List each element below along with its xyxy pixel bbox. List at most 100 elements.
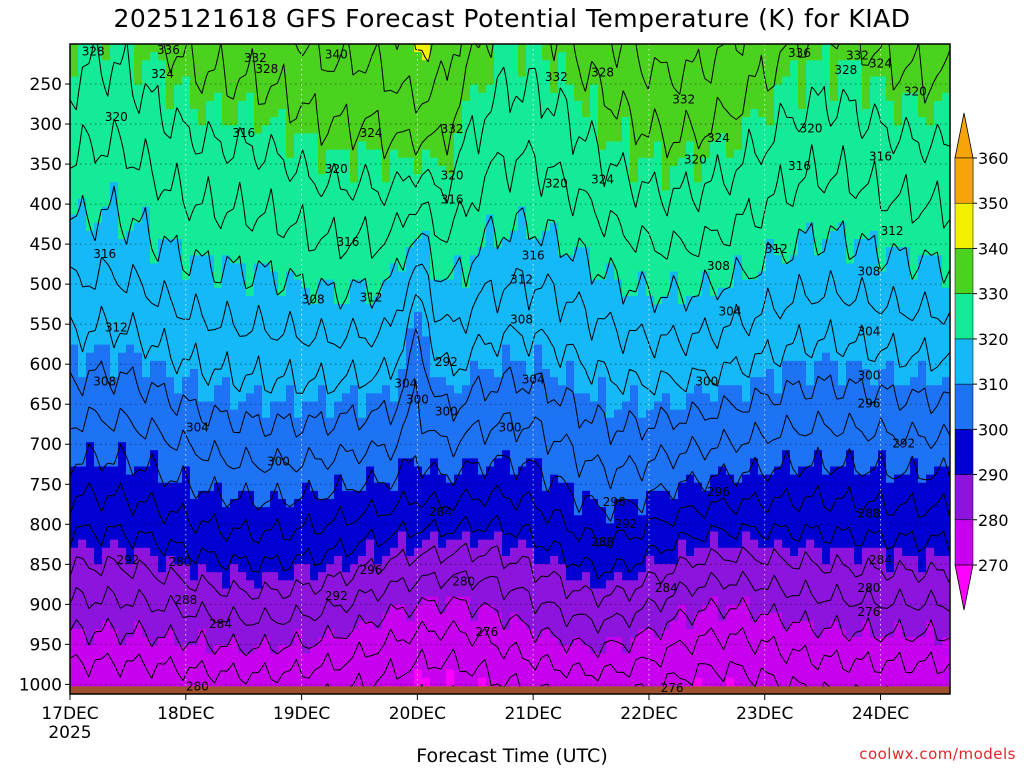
field-cell xyxy=(206,360,215,370)
field-cell xyxy=(446,206,455,216)
field-cell xyxy=(326,450,335,459)
field-cell xyxy=(190,580,199,589)
field-cell xyxy=(462,442,471,451)
field-cell xyxy=(454,604,463,614)
field-cell xyxy=(454,76,463,86)
field-cell xyxy=(94,369,103,378)
field-cell xyxy=(366,425,375,435)
field-cell xyxy=(134,637,143,646)
field-cell xyxy=(502,539,511,549)
field-cell xyxy=(390,653,399,663)
field-cell xyxy=(310,263,319,273)
field-cell xyxy=(78,547,87,557)
field-cell xyxy=(550,377,559,386)
field-cell xyxy=(470,547,479,557)
field-cell xyxy=(534,271,543,281)
field-cell xyxy=(502,450,511,459)
field-cell xyxy=(238,312,247,321)
field-cell xyxy=(158,604,167,614)
field-cell xyxy=(246,417,255,427)
field-cell xyxy=(334,482,343,492)
field-cell xyxy=(494,109,503,118)
field-cell xyxy=(534,149,543,159)
field-cell xyxy=(494,92,503,102)
field-cell xyxy=(270,198,279,208)
field-cell xyxy=(502,425,511,435)
field-cell xyxy=(286,637,295,646)
field-cell xyxy=(366,165,375,175)
field-cell xyxy=(398,287,407,297)
field-cell xyxy=(366,52,375,61)
field-cell xyxy=(342,271,351,281)
field-cell xyxy=(222,344,231,354)
field-cell xyxy=(510,279,519,289)
field-cell xyxy=(526,596,535,606)
field-cell xyxy=(78,515,87,524)
field-cell xyxy=(78,564,87,573)
field-cell xyxy=(430,417,439,427)
field-cell xyxy=(510,320,519,329)
field-cell xyxy=(278,295,287,305)
field-cell xyxy=(406,44,415,53)
field-cell xyxy=(438,206,447,216)
field-cell xyxy=(158,653,167,663)
field-cell xyxy=(118,190,127,199)
field-cell xyxy=(174,100,183,110)
field-cell xyxy=(382,531,391,541)
field-cell xyxy=(518,417,527,427)
field-cell xyxy=(478,596,487,606)
field-cell xyxy=(494,84,503,94)
field-cell xyxy=(494,76,503,86)
field-cell xyxy=(430,214,439,224)
field-cell xyxy=(350,230,359,240)
field-cell xyxy=(262,360,271,370)
field-cell xyxy=(310,596,319,606)
field-cell xyxy=(286,385,295,394)
field-cell xyxy=(430,52,439,61)
field-cell xyxy=(422,499,431,508)
field-cell xyxy=(374,580,383,589)
field-cell xyxy=(318,182,327,191)
field-cell xyxy=(422,344,431,354)
field-cell xyxy=(134,393,143,403)
field-cell xyxy=(110,442,119,451)
field-cell xyxy=(486,385,495,394)
field-cell xyxy=(478,434,487,443)
field-cell xyxy=(86,677,95,687)
field-cell xyxy=(126,515,135,524)
field-cell xyxy=(374,515,383,524)
field-cell xyxy=(350,182,359,191)
field-cell xyxy=(254,620,263,630)
field-cell xyxy=(382,190,391,199)
field-cell xyxy=(406,393,415,403)
field-cell xyxy=(566,214,575,224)
field-cell xyxy=(198,588,207,598)
field-cell xyxy=(334,572,343,581)
field-cell xyxy=(254,661,263,671)
field-cell xyxy=(350,295,359,305)
field-cell xyxy=(150,507,159,516)
field-cell xyxy=(94,385,103,394)
field-cell xyxy=(534,239,543,248)
field-cell xyxy=(286,393,295,403)
field-cell xyxy=(86,409,95,419)
field-cell xyxy=(542,44,551,53)
field-cell xyxy=(374,198,383,208)
field-cell xyxy=(206,125,215,134)
field-cell xyxy=(462,677,471,687)
field-cell xyxy=(526,572,535,581)
field-cell xyxy=(102,596,111,606)
field-cell xyxy=(158,677,167,687)
field-cell xyxy=(406,596,415,606)
field-cell xyxy=(494,230,503,240)
field-cell xyxy=(222,182,231,191)
field-cell xyxy=(326,198,335,208)
field-cell xyxy=(310,369,319,378)
field-cell xyxy=(502,255,511,264)
field-cell xyxy=(558,661,567,671)
field-cell xyxy=(174,133,183,143)
field-cell xyxy=(342,661,351,671)
field-cell xyxy=(214,369,223,378)
field-cell xyxy=(478,450,487,459)
field-cell xyxy=(390,336,399,346)
